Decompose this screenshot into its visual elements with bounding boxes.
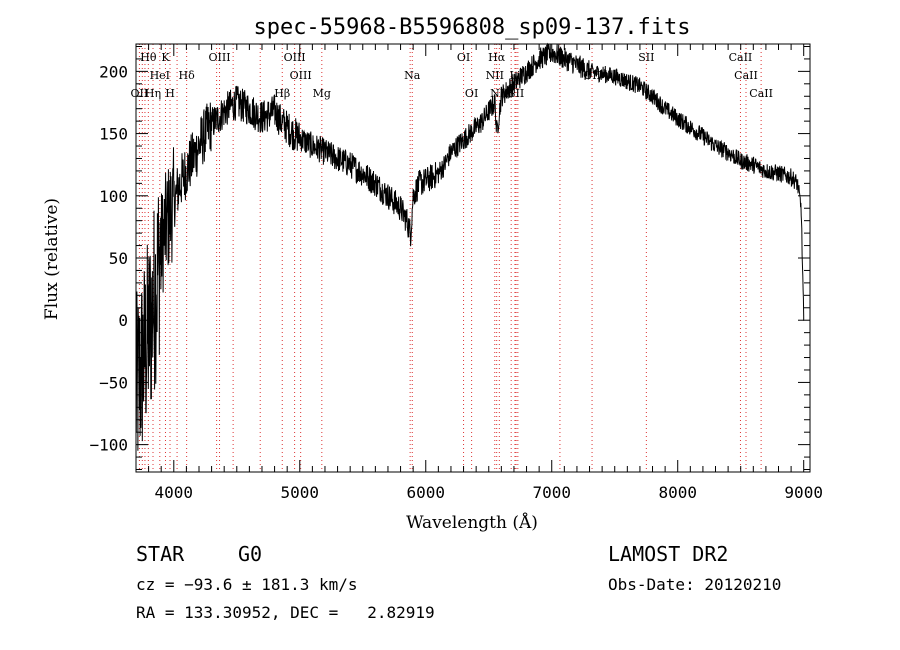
y-tick-label: 100 <box>99 187 128 206</box>
y-tick-label: −50 <box>99 373 128 392</box>
spectral-line-label: Na <box>404 69 421 82</box>
spectral-line-label: Hη <box>145 87 161 100</box>
spectral-line-label: HeI <box>150 69 170 82</box>
spectral-line-label: OII <box>131 87 149 100</box>
x-tick-label: 9000 <box>784 483 823 502</box>
object-class: STAR <box>136 542 185 566</box>
spectral-line-labels: Hθ K OIII OIII OI Hα SII CaII HeI Hδ OIII Na NII Li OI… <box>131 51 773 100</box>
y-tick-label: 50 <box>109 249 128 268</box>
spectral-line-label: NII <box>486 69 504 82</box>
spectral-line-label: K <box>161 51 170 64</box>
x-axis-label: Wavelength (Å) <box>406 512 538 533</box>
observation-date: Obs-Date: 20120210 <box>608 575 782 594</box>
x-tick-label: 5000 <box>281 483 320 502</box>
spectral-line-label: Hδ <box>179 69 196 82</box>
y-tick-label: 150 <box>99 125 128 144</box>
spectral-line-label: H <box>165 87 175 100</box>
spectral-line-label: Mg <box>313 87 331 100</box>
spectral-line-label: OIII <box>290 69 312 82</box>
chart-title: spec-55968-B5596808_sp09-137.fits <box>253 15 690 40</box>
spectral-line-label: Hβ <box>274 87 290 100</box>
spectral-line-label: Hα <box>488 51 506 64</box>
redshift-velocity: cz = −93.6 ± 181.3 km/s <box>136 575 358 594</box>
y-tick-label: 0 <box>118 311 128 330</box>
spectrum-line <box>135 42 805 451</box>
spectral-line-label: Li <box>510 69 521 82</box>
spectrum-series <box>135 42 805 451</box>
y-tick-label: −100 <box>89 436 128 455</box>
object-subclass: G0 <box>238 542 263 566</box>
plot-frame <box>135 43 811 473</box>
x-tick-label: 4000 <box>155 483 194 502</box>
spectral-line-label: CaII <box>749 87 773 100</box>
spectral-line-label: CaII <box>729 51 753 64</box>
x-tick-label: 6000 <box>406 483 445 502</box>
y-axis-label: Flux (relative) <box>42 198 62 320</box>
spectral-line-label: CaII <box>734 69 758 82</box>
spectral-line-label: OI <box>457 51 470 64</box>
spectral-line-label: OIII <box>208 51 230 64</box>
spectral-line-label: OIII <box>284 51 306 64</box>
y-tick-label: 200 <box>99 62 128 81</box>
axes: 4000 5000 6000 7000 8000 9000 −100 −50 0 50 100 150… <box>89 43 823 502</box>
x-tick-label: 8000 <box>658 483 697 502</box>
x-tick-label: 7000 <box>532 483 571 502</box>
coordinates: RA = 133.30952, DEC = 2.82919 <box>136 603 435 622</box>
spectral-line-label: SII <box>638 51 654 64</box>
spectral-line-label: OI <box>465 87 478 100</box>
survey-name: LAMOST DR2 <box>608 542 729 566</box>
spectral-line-label: Hθ <box>140 51 157 64</box>
